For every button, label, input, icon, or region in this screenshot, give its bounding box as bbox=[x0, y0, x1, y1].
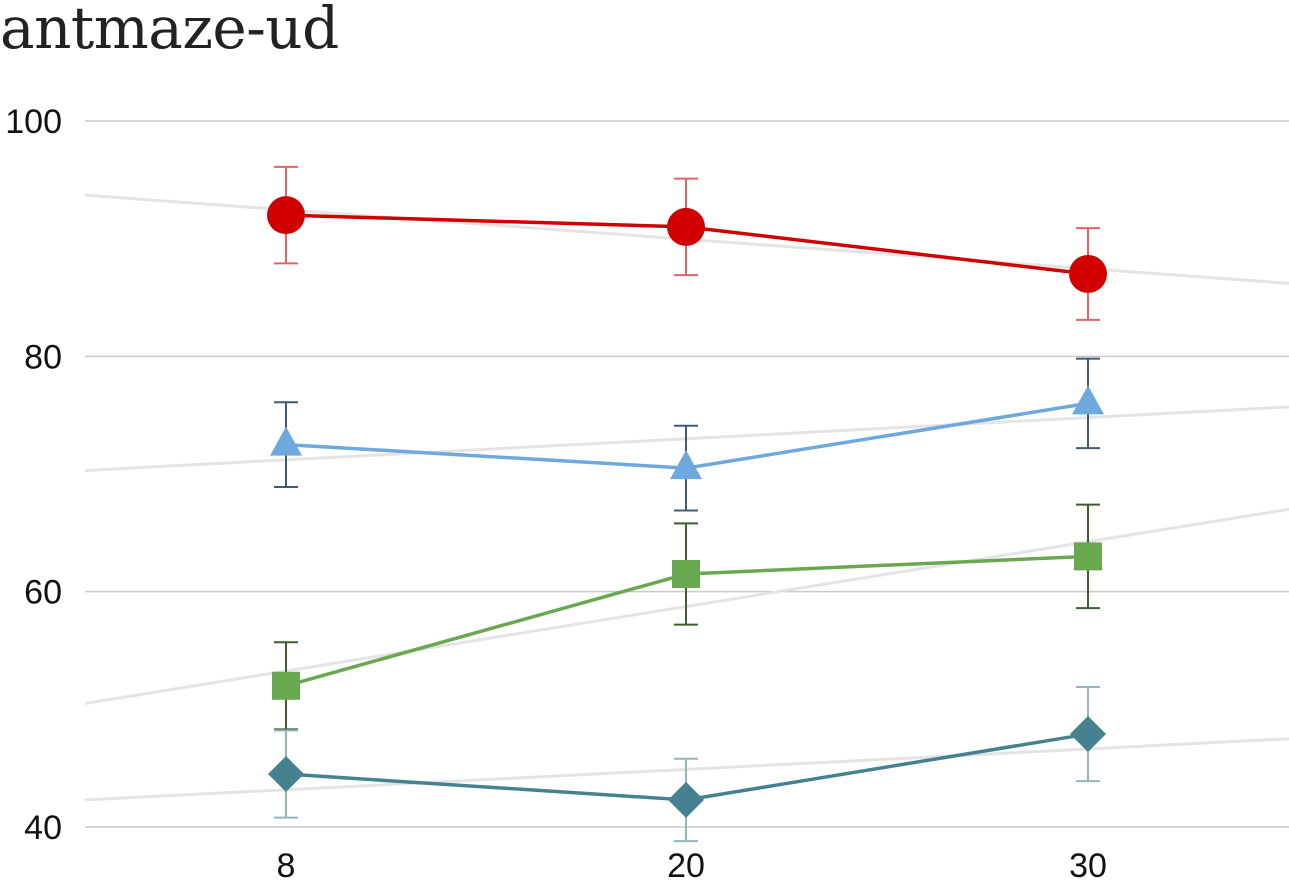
series-4 bbox=[268, 685, 1106, 843]
data-point bbox=[1069, 254, 1107, 293]
data-point bbox=[267, 196, 305, 235]
data-point bbox=[270, 426, 302, 456]
y-tick-label: 40 bbox=[24, 809, 62, 847]
data-point bbox=[667, 207, 705, 246]
chart-title: antmaze-ud bbox=[0, 0, 339, 62]
data-point bbox=[1072, 385, 1104, 415]
y-tick-label: 60 bbox=[24, 574, 62, 612]
data-point bbox=[1074, 542, 1102, 571]
series-1 bbox=[267, 165, 1107, 321]
x-tick-label: 30 bbox=[1069, 847, 1107, 881]
data-point bbox=[272, 671, 300, 700]
data-point bbox=[1070, 716, 1106, 753]
series-3 bbox=[272, 503, 1102, 731]
axis-labels: 40 60 80 100 8 20 30 bbox=[5, 103, 1107, 881]
data-point bbox=[268, 756, 304, 793]
data-point bbox=[670, 450, 702, 480]
series-2 bbox=[270, 357, 1104, 512]
x-tick-label: 8 bbox=[277, 847, 296, 881]
data-point bbox=[668, 781, 704, 818]
data-point bbox=[672, 560, 700, 589]
x-tick-label: 20 bbox=[667, 847, 705, 881]
y-tick-label: 80 bbox=[24, 338, 62, 376]
series-group bbox=[267, 165, 1107, 843]
y-tick-label: 100 bbox=[5, 103, 62, 141]
